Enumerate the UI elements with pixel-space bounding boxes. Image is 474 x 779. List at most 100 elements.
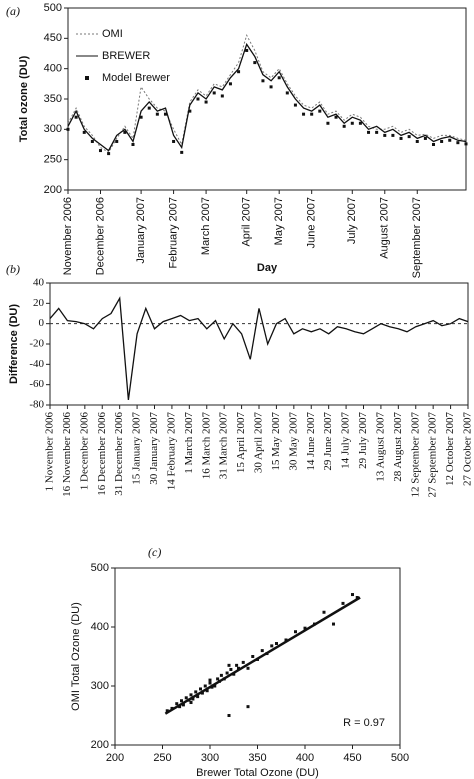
panel-label: (a) [6,4,20,18]
x-tick-label: 30 January 2007 [148,412,160,485]
data-point [350,121,354,125]
x-tick-label: 14 July 2007 [340,412,352,469]
data-point [123,130,127,134]
data-point [407,135,411,139]
x-tick-label: August 2007 [379,197,391,259]
data-point [219,673,223,677]
fit-line [164,596,361,715]
x-tick-label: 1 December 2006 [78,412,90,491]
data-point [246,666,250,670]
x-tick-label: 1 March 2007 [183,412,195,474]
x-tick-label: 15 January 2007 [131,412,143,485]
data-point [147,106,151,110]
data-point [131,143,135,146]
data-point [341,601,345,605]
data-point [115,139,119,143]
x-tick-label: 13 August 2007 [374,412,386,482]
x-axis-label: Brewer Total Ozone (DU) [196,767,319,779]
data-point [228,82,232,86]
data-point [302,112,306,116]
data-point [188,109,192,113]
data-point [165,709,169,713]
x-tick-label: 15 May 2007 [270,412,282,471]
data-point [189,693,193,697]
x-tick-label: September 2007 [411,197,423,278]
y-tick-label: 450 [44,32,62,44]
x-tick-label: 29 July 2007 [357,412,369,469]
x-tick-label: 200 [106,752,124,764]
data-point [139,115,143,119]
data-point [260,649,264,653]
legend-label: Model Brewer [102,72,170,84]
data-point [423,136,427,140]
data-point [98,149,102,153]
data-point [196,695,200,699]
data-point [237,70,241,74]
x-tick-label: April 2007 [241,197,253,247]
data-point [277,76,281,80]
y-tick-label: -20 [29,338,44,350]
data-point [227,663,231,667]
data-point [245,48,249,52]
y-tick-label: 350 [44,93,62,105]
x-tick-label: 250 [153,752,171,764]
x-tick-label: January 2007 [135,197,147,264]
plot-frame [67,7,467,191]
x-axis-label: Day [257,262,278,274]
data-point [163,112,167,116]
y-tick-label: 500 [44,2,62,14]
data-point [322,610,326,614]
data-point [90,139,94,143]
data-point [189,701,193,705]
data-point [212,91,216,95]
y-tick-label: -60 [29,378,44,390]
data-point [107,152,111,156]
x-tick-label: 27 October 2007 [462,412,474,486]
y-tick-label: 300 [44,123,62,135]
data-point [456,141,460,145]
data-point [196,97,200,101]
x-tick-label: March 2007 [200,197,212,255]
x-tick-label: June 2007 [306,197,318,248]
y-tick-label: 500 [91,562,109,574]
data-point [227,714,231,717]
legend-label: BREWER [102,50,150,62]
data-point [355,596,359,599]
x-tick-label: 12 September 2007 [409,412,421,498]
plot-frame [49,282,469,406]
data-line [67,42,467,152]
x-tick-label: 12 October 2007 [444,412,456,486]
x-tick-label: 31 December 2006 [113,412,125,496]
x-tick-label: 450 [343,752,361,764]
data-point [440,139,444,143]
data-point [310,112,314,116]
data-point [200,691,204,695]
data-point [432,143,436,146]
data-point [172,139,176,143]
data-point [184,696,188,700]
x-tick-label: February 2007 [167,197,179,269]
data-point [241,660,245,664]
data-point [225,671,229,675]
data-point [251,655,255,658]
data-point [284,638,288,642]
data-point [199,687,202,691]
data-point [270,644,274,648]
data-point [303,626,307,630]
x-tick-label: 16 December 2006 [96,412,108,496]
y-tick-label: 300 [91,680,109,692]
data-point [294,630,297,634]
data-point [237,666,240,670]
data-point [216,677,220,681]
data-point [269,85,273,89]
data-point [351,593,354,597]
x-tick-label: July 2007 [346,197,358,244]
x-tick-label: 30 May 2007 [287,412,299,471]
data-line [49,296,469,400]
x-tick-label: 31 March 2007 [218,412,230,480]
data-line [67,33,467,154]
y-tick-label: 0 [39,317,45,329]
panel-label: (b) [6,262,20,276]
x-tick-label: 1 November 2006 [44,412,56,492]
data-point [391,133,395,137]
